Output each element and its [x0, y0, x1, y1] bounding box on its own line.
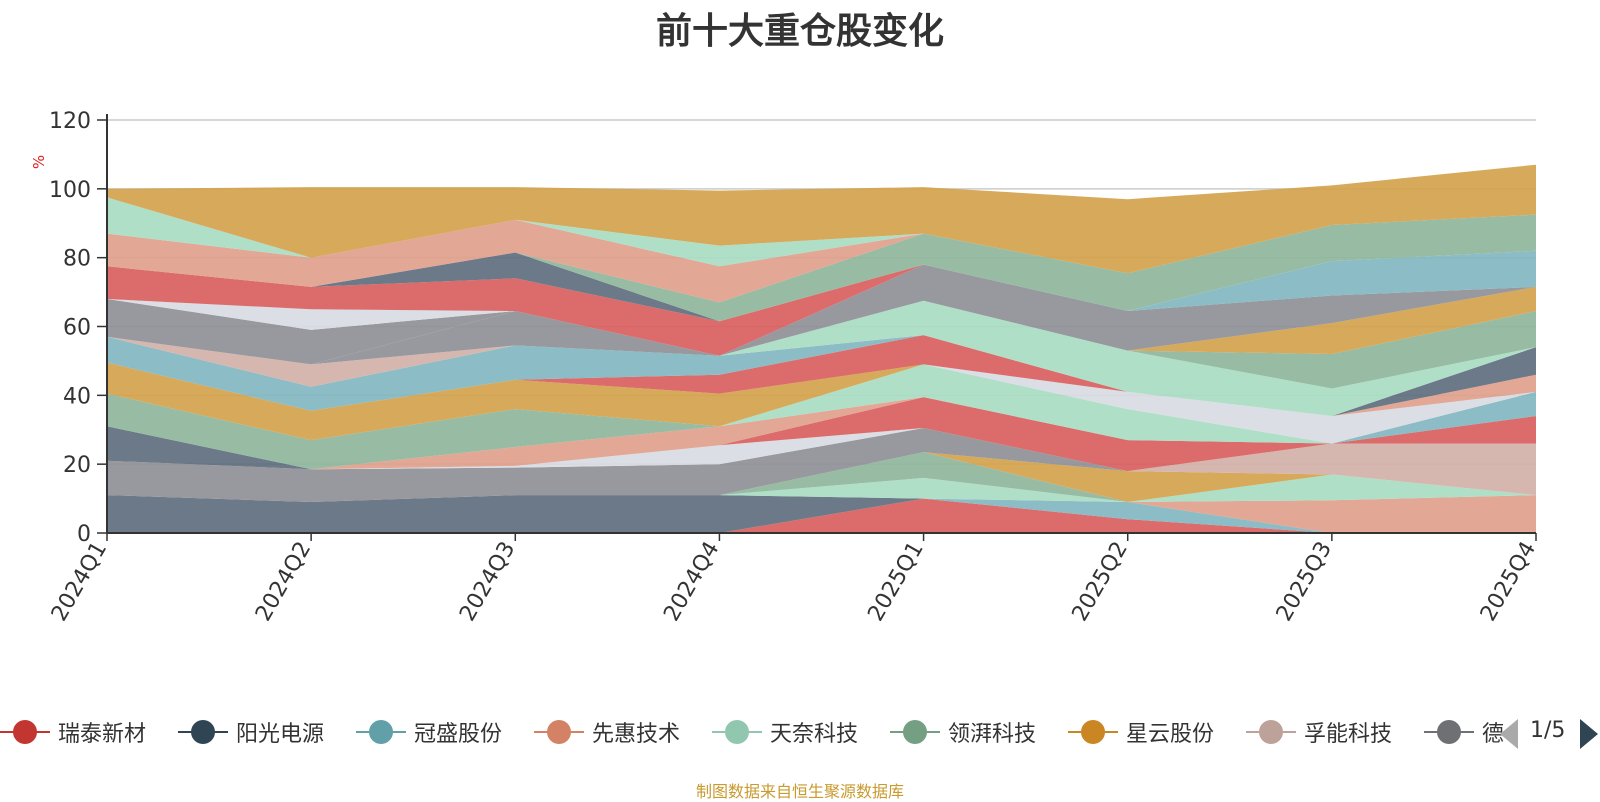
legend-label: 领湃科技	[948, 722, 1037, 747]
area-series-11	[107, 397, 1536, 472]
area-series-10	[107, 428, 1536, 472]
area-series-12	[107, 397, 1536, 470]
legend-label: 先惠技术	[592, 722, 681, 747]
legend-pager: 1/5	[1500, 716, 1600, 752]
area-series-20	[107, 335, 1536, 416]
legend-label: 德	[1482, 722, 1505, 747]
area-series-31	[107, 252, 1536, 322]
legend-item[interactable]: 星云股份	[1068, 712, 1214, 752]
legend-item[interactable]: 孚能科技	[1246, 712, 1392, 752]
area-series-5	[107, 474, 1536, 502]
area-series-34	[107, 214, 1536, 303]
legend-item[interactable]: 德	[1424, 712, 1512, 752]
legend-marker-icon	[0, 712, 50, 752]
legend-label: 瑞泰新材	[58, 722, 147, 747]
area-series-4	[107, 495, 1536, 533]
source-note: 制图数据来自恒生聚源数据库	[695, 782, 904, 801]
area-series-32	[107, 250, 1536, 322]
chart-title: 前十大重仓股变化	[655, 11, 944, 52]
area-series-16	[107, 364, 1536, 470]
y-tick-label: 80	[63, 247, 91, 272]
area-series-6	[107, 452, 1536, 502]
legend-item[interactable]: 阳光电源	[178, 712, 324, 752]
legend-marker-icon	[1424, 712, 1474, 752]
y-tick-label: 20	[63, 453, 91, 478]
legend-marker-icon	[712, 712, 762, 752]
area-series-19	[107, 335, 1536, 416]
area-series-8	[107, 443, 1536, 502]
legend-prev-arrow-icon[interactable]	[1500, 719, 1518, 749]
area-series-27	[107, 286, 1536, 365]
area-series-2	[107, 495, 1536, 533]
area-series-33	[107, 214, 1536, 322]
y-tick-label: 100	[49, 178, 91, 203]
legend-page-indicator: 1/5	[1530, 718, 1566, 743]
x-tick-label: 2025Q3	[1272, 538, 1337, 626]
area-series-30	[107, 264, 1536, 356]
area-series-25	[107, 300, 1536, 416]
y-axis-unit-label: %	[30, 155, 48, 169]
area-layer	[107, 164, 1536, 533]
legend-label: 星云股份	[1126, 722, 1215, 747]
y-tick-label: 0	[77, 522, 91, 547]
x-tick-label: 2025Q1	[863, 538, 928, 626]
area-series-36	[107, 164, 1536, 274]
legend-item[interactable]: 瑞泰新材	[0, 712, 146, 752]
y-tick-label: 60	[63, 316, 91, 341]
legend-label: 天奈科技	[770, 722, 859, 747]
x-tick-label: 2024Q1	[47, 538, 112, 626]
legend-item[interactable]: 冠盛股份	[356, 712, 502, 752]
x-tick-label: 2024Q2	[251, 538, 316, 626]
stacked-area-chart: 0 20 40 60 80 100 120 2024Q1 2024Q2 2024Q3 2024Q4 2…	[30, 109, 1541, 626]
y-tick-label: 40	[63, 384, 91, 409]
area-series-17	[107, 362, 1536, 444]
area-series-24	[107, 311, 1536, 416]
area-series-21	[107, 335, 1536, 416]
x-tick-label: 2025Q2	[1068, 538, 1133, 626]
area-series-29	[107, 264, 1536, 356]
area-series-1	[107, 498, 1536, 533]
legend-next-arrow-icon[interactable]	[1580, 719, 1598, 749]
x-tick-label: 2025Q4	[1476, 538, 1541, 626]
legend-label: 阳光电源	[236, 722, 325, 747]
legend-item[interactable]: 领湃科技	[890, 712, 1036, 752]
area-series-9	[107, 428, 1536, 502]
legend-marker-icon	[890, 712, 940, 752]
y-tick-label: 120	[49, 109, 91, 134]
x-tick-label: 2024Q3	[455, 538, 520, 626]
x-tick-label: 2024Q4	[659, 538, 724, 626]
legend-item[interactable]: 天奈科技	[712, 712, 858, 752]
area-series-28	[107, 264, 1536, 365]
legend: 瑞泰新材 阳光电源 冠盛股份 先惠技术 天奈科技 领湃科技 星云股份 孚能科技 德	[0, 712, 1600, 752]
legend-label: 冠盛股份	[414, 722, 503, 747]
area-series-7	[107, 452, 1536, 502]
legend-item[interactable]: 先惠技术	[534, 712, 680, 752]
legend-marker-icon	[178, 712, 228, 752]
legend-marker-icon	[1246, 712, 1296, 752]
legend-marker-icon	[1068, 712, 1118, 752]
area-series-23	[107, 335, 1536, 416]
legend-marker-icon	[534, 712, 584, 752]
legend-marker-icon	[356, 712, 406, 752]
legend-label: 孚能科技	[1304, 722, 1393, 747]
